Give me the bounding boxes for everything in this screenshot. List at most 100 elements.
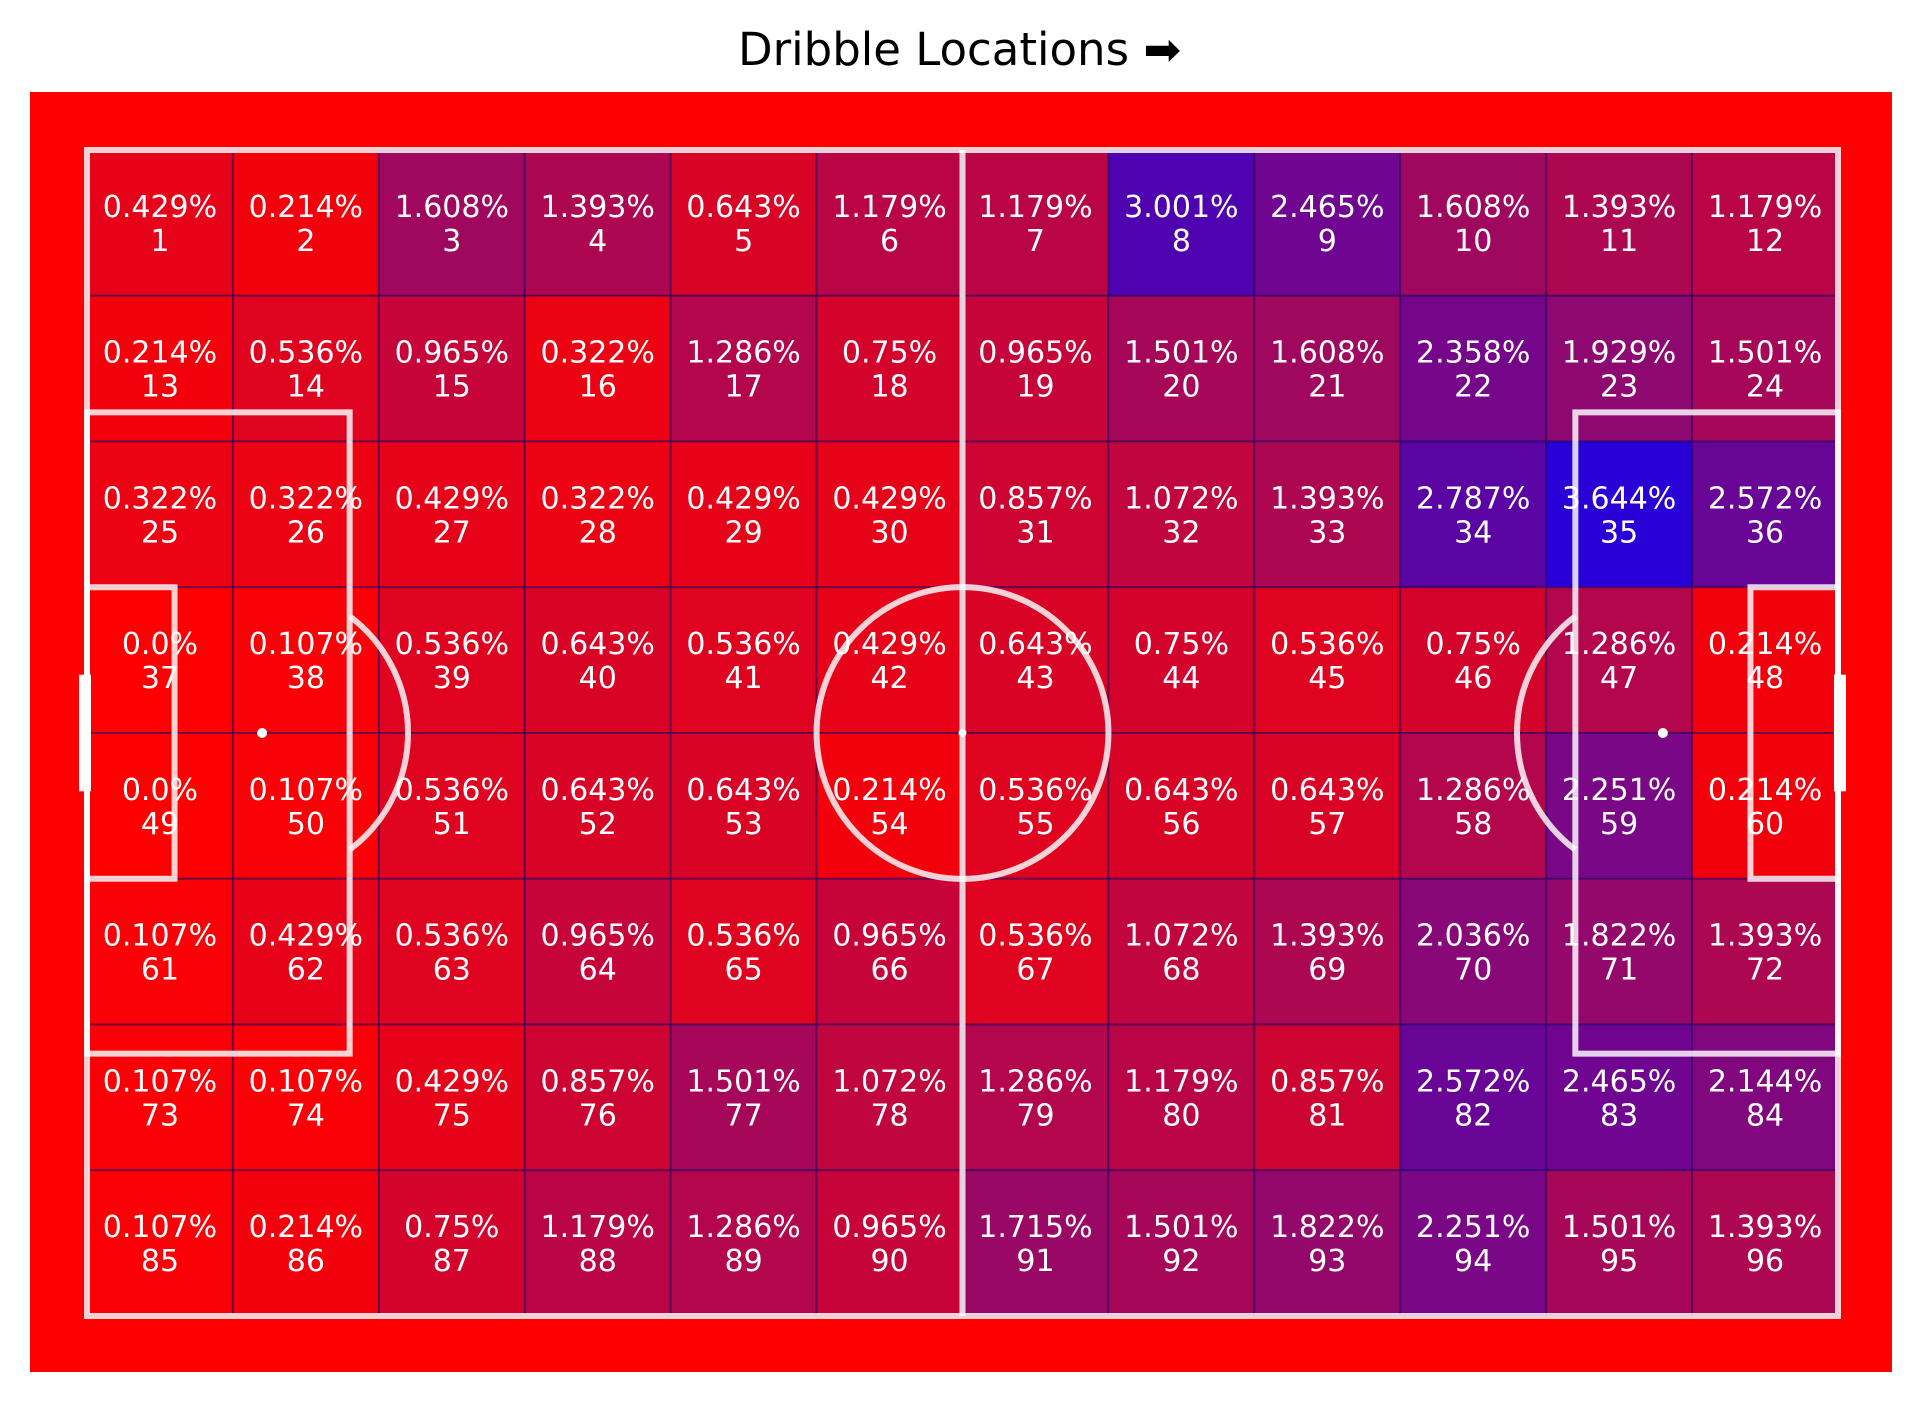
heatmap-cell-36 <box>1691 440 1840 589</box>
cell-12-number: 12 <box>1746 224 1784 259</box>
left-goal <box>79 674 91 792</box>
heatmap-cell-59 <box>1545 732 1694 880</box>
cell-24-number: 24 <box>1746 370 1784 405</box>
cell-80-number: 80 <box>1162 1098 1200 1133</box>
cell-22-percent: 2.358% <box>1416 336 1530 371</box>
cell-73-percent: 0.107% <box>103 1064 217 1099</box>
heatmap-cell-53 <box>669 732 818 880</box>
center-circle <box>813 584 1112 882</box>
cell-30-number: 30 <box>870 515 908 550</box>
cell-39-number: 39 <box>433 661 471 696</box>
cell-77-percent: 1.501% <box>686 1064 800 1099</box>
cell-59-number: 59 <box>1600 807 1638 842</box>
cell-26-percent: 0.322% <box>249 481 363 516</box>
cell-21-percent: 1.608% <box>1270 336 1384 371</box>
cell-70-number: 70 <box>1454 953 1492 988</box>
cell-79-percent: 1.286% <box>978 1064 1092 1099</box>
cell-62-number: 62 <box>287 953 325 988</box>
heatmap-cell-20 <box>1107 294 1256 443</box>
cell-5-percent: 0.643% <box>686 190 800 225</box>
heatmap-cell-64 <box>523 877 672 1026</box>
cell-74-number: 74 <box>287 1098 325 1133</box>
cell-81-number: 81 <box>1308 1098 1346 1133</box>
heatmap-cell-76 <box>523 1023 672 1172</box>
cell-7-percent: 1.179% <box>978 190 1092 225</box>
cell-2-number: 2 <box>296 224 315 259</box>
heatmap-cell-70 <box>1399 877 1548 1026</box>
cell-47-percent: 1.286% <box>1562 627 1676 662</box>
cell-10-number: 10 <box>1454 224 1492 259</box>
heatmap-cell-62 <box>231 877 380 1026</box>
cell-71-number: 71 <box>1600 953 1638 988</box>
cell-92-percent: 1.501% <box>1124 1210 1238 1245</box>
heatmap-cell-10 <box>1399 149 1548 297</box>
heatmap-cell-95 <box>1545 1169 1694 1317</box>
cell-62-percent: 0.429% <box>249 919 363 954</box>
cell-5-number: 5 <box>734 224 753 259</box>
chart-title: Dribble Locations ➡ <box>737 23 1182 76</box>
cell-25-percent: 0.322% <box>103 481 217 516</box>
cell-41-percent: 0.536% <box>686 627 800 662</box>
heatmap-cell-71 <box>1545 877 1694 1026</box>
cell-43-percent: 0.643% <box>978 627 1092 662</box>
cell-83-number: 83 <box>1600 1098 1638 1133</box>
cell-46-percent: 0.75% <box>1426 627 1521 662</box>
heatmap-cell-51 <box>377 732 526 880</box>
left-penalty-spot <box>257 728 268 738</box>
heatmap-cell-79 <box>961 1023 1110 1172</box>
cell-81-percent: 0.857% <box>1270 1064 1384 1099</box>
heatmap-cell-72 <box>1691 877 1840 1026</box>
heatmap-cell-21 <box>1253 294 1402 443</box>
cell-28-number: 28 <box>579 515 617 550</box>
cell-65-percent: 0.536% <box>686 919 800 954</box>
cell-8-number: 8 <box>1172 224 1191 259</box>
left-penalty-arc <box>347 613 411 853</box>
cell-80-percent: 1.179% <box>1124 1064 1238 1099</box>
cell-45-percent: 0.536% <box>1270 627 1384 662</box>
cell-51-number: 51 <box>433 807 471 842</box>
cell-67-number: 67 <box>1016 953 1054 988</box>
cell-77-number: 77 <box>725 1098 763 1133</box>
heatmap-cell-41 <box>669 586 818 734</box>
heatmap-cell-6 <box>815 149 964 297</box>
cell-84-number: 84 <box>1746 1098 1784 1133</box>
heatmap-cell-28 <box>523 440 672 589</box>
cell-25-number: 25 <box>141 515 179 550</box>
cell-65-number: 65 <box>725 953 763 988</box>
cell-9-number: 9 <box>1318 224 1337 259</box>
heatmap-cell-86 <box>231 1169 380 1317</box>
cell-48-number: 48 <box>1746 661 1784 696</box>
cell-75-number: 75 <box>433 1098 471 1133</box>
cell-50-percent: 0.107% <box>249 773 363 808</box>
cell-55-percent: 0.536% <box>978 773 1092 808</box>
cell-18-number: 18 <box>870 370 908 405</box>
cell-91-percent: 1.715% <box>978 1210 1092 1245</box>
cell-49-percent: 0.0% <box>122 773 198 808</box>
heatmap-cell-12 <box>1691 149 1840 297</box>
cell-3-percent: 1.608% <box>395 190 509 225</box>
heatmap-cell-5 <box>669 149 818 297</box>
heatmap-cell-31 <box>961 440 1110 589</box>
cell-95-number: 95 <box>1600 1244 1638 1279</box>
cell-21-number: 21 <box>1308 370 1346 405</box>
cell-93-percent: 1.822% <box>1270 1210 1384 1245</box>
heatmap-cell-63 <box>377 877 526 1026</box>
cell-52-percent: 0.643% <box>541 773 655 808</box>
cell-19-percent: 0.965% <box>978 336 1092 371</box>
cell-6-number: 6 <box>880 224 899 259</box>
cell-70-percent: 2.036% <box>1416 919 1530 954</box>
cell-87-number: 87 <box>433 1244 471 1279</box>
cell-13-percent: 0.214% <box>103 336 217 371</box>
cell-44-number: 44 <box>1162 661 1200 696</box>
cell-29-number: 29 <box>725 515 763 550</box>
cell-14-number: 14 <box>287 370 325 405</box>
cell-35-percent: 3.644% <box>1562 481 1676 516</box>
cell-50-number: 50 <box>287 807 325 842</box>
cell-31-number: 31 <box>1016 515 1054 550</box>
cell-49-number: 49 <box>141 807 179 842</box>
heatmap-cell-18 <box>815 294 964 443</box>
heatmap-cell-75 <box>377 1023 526 1172</box>
heatmap-cell-77 <box>669 1023 818 1172</box>
heatmap-cell-17 <box>669 294 818 443</box>
